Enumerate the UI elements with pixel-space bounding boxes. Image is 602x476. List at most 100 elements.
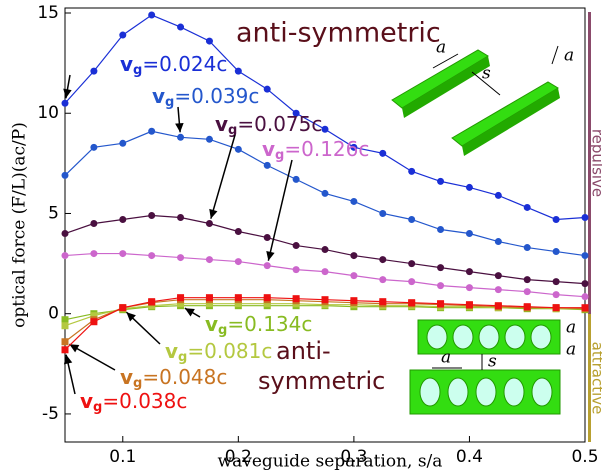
x-tick-label: 0.4 [456,447,483,467]
label-sub: g [178,350,187,365]
marker [466,284,473,291]
marker [206,256,213,263]
marker [553,291,560,298]
marker [466,230,473,237]
marker [206,294,213,301]
marker [495,302,502,309]
annotation: anti-symmetric [236,18,441,49]
marker [408,168,415,175]
marker [62,100,69,107]
marker [408,278,415,285]
marker [264,262,271,269]
label-v: v [165,339,178,363]
arrow [211,135,235,219]
marker [90,318,97,325]
marker [524,204,531,211]
series-label: vg=0.024c [120,52,227,78]
inset-label: s [488,352,497,372]
label-rest: =0.126c [284,137,369,161]
label-sub: g [228,123,237,138]
marker [524,244,531,251]
y-tick-label: 15 [37,3,59,23]
inset-label: a [566,318,576,338]
series-label: vg=0.081c [165,339,272,365]
label-v: v [120,52,133,76]
inset-label: a [436,38,446,58]
chart: repulsive attractive anti-symmetric anti… [0,0,602,472]
series-label: vg=0.126c [262,137,369,163]
marker [62,172,69,179]
marker [90,144,97,151]
y-tick-label: 0 [48,304,59,324]
y-tick-label: -5 [42,404,59,424]
marker [148,298,155,305]
marker [293,295,300,302]
marker [90,250,97,257]
marker [524,303,531,310]
marker [437,300,444,307]
marker [62,322,69,329]
marker [264,162,271,169]
x-tick-label: 0.3 [340,447,367,467]
label-sub: g [133,63,142,78]
marker [119,304,126,311]
label-rest: =0.024c [142,52,227,76]
inset-label: a [441,348,451,368]
marker [582,214,589,221]
marker [62,316,69,323]
marker [177,294,184,301]
marker [582,293,589,300]
marker [264,86,271,93]
inset-label: a [566,340,576,360]
arrow-head [209,209,217,219]
label-v: v [205,312,218,336]
label-sub: g [165,95,174,110]
marker [148,212,155,219]
x-tick-label: 0.1 [109,447,136,467]
marker [582,304,589,311]
marker [177,254,184,261]
marker [148,252,155,259]
arrow-head [175,123,184,132]
marker [350,272,357,279]
marker [582,280,589,287]
label-rest: =0.048c [142,365,227,389]
marker [350,198,357,205]
marker [206,136,213,143]
marker [553,248,560,255]
y-tick-label: 5 [48,203,59,223]
label-v: v [262,137,275,161]
marker [495,286,502,293]
marker [119,216,126,223]
repulsive-label: repulsive [589,129,602,197]
marker [62,338,69,345]
label-rest: =0.038c [102,389,187,413]
label-rest: =0.039c [174,84,259,108]
marker [379,298,386,305]
marker [322,246,329,253]
marker [350,252,357,259]
marker [235,294,242,301]
label-rest: =0.134c [227,312,312,336]
marker [264,294,271,301]
marker [495,238,502,245]
marker [119,140,126,147]
marker [148,128,155,135]
y-axis-label: optical force (F/L)(ac/P) [10,122,30,328]
marker [293,266,300,273]
marker [177,24,184,31]
marker [322,268,329,275]
label-v: v [215,112,228,136]
series-label: vg=0.075c [215,112,322,138]
annotation: symmetric [258,367,385,395]
marker [495,272,502,279]
arrow-head [266,251,274,261]
marker [379,210,386,217]
series-label: vg=0.048c [120,365,227,391]
marker [553,304,560,311]
marker [235,68,242,75]
y-tick-label: 10 [37,103,59,123]
marker [235,228,242,235]
attractive-label: attractive [589,342,602,415]
marker [466,301,473,308]
